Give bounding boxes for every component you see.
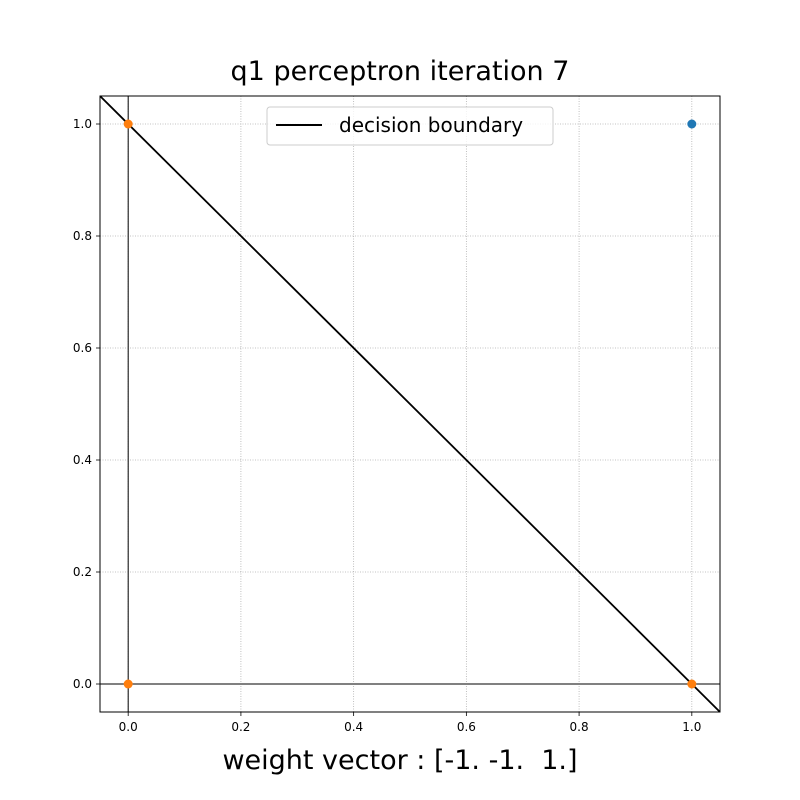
chart-title: q1 perceptron iteration 7 (231, 56, 570, 87)
x-tick-label: 0.8 (570, 720, 589, 734)
data-point (123, 679, 133, 689)
y-tick-label: 0.6 (73, 341, 92, 355)
x-tick-label: 1.0 (682, 720, 701, 734)
y-tick-label: 0.0 (73, 677, 92, 691)
data-point (687, 679, 697, 689)
y-tick-label: 1.0 (73, 117, 92, 131)
data-point (123, 119, 133, 129)
plot-frame (99, 95, 721, 713)
x-tick-label: 0.4 (344, 720, 363, 734)
data-point (687, 119, 697, 129)
legend: decision boundary (266, 106, 554, 146)
x-tick-label: 0.2 (231, 720, 250, 734)
legend-box (266, 106, 554, 146)
legend-label: decision boundary (339, 113, 523, 137)
plot-area: 0.0 0.2 0.4 0.6 0.8 1.0 0.0 0.2 0.4 0.6 0.8 1.0 deci… (73, 95, 721, 734)
y-tick-label: 0.8 (73, 229, 92, 243)
x-axis-label: weight vector : [-1. -1. 1.] (222, 745, 577, 776)
x-tick-label: 0.0 (119, 720, 138, 734)
decision-boundary-line (100, 96, 720, 712)
y-tick-label: 0.2 (73, 565, 92, 579)
x-tick-label: 0.6 (457, 720, 476, 734)
y-tick-label: 0.4 (73, 453, 92, 467)
